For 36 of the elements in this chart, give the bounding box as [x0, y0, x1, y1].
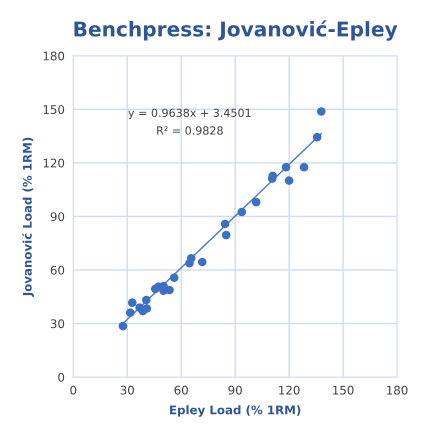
- y-tick-label: 180: [44, 52, 64, 60]
- point: [312, 132, 322, 142]
- y-tick-label: 30: [50, 319, 64, 328]
- point: [128, 298, 137, 307]
- point: [126, 308, 135, 317]
- point: [317, 107, 326, 116]
- point: [282, 162, 290, 172]
- point: [300, 162, 308, 172]
- point: [252, 198, 260, 206]
- x-tick-label: 30: [120, 386, 134, 395]
- point: [284, 176, 294, 185]
- y-tick-label: 120: [44, 158, 64, 168]
- x-tick-label: 60: [174, 386, 188, 395]
- x-tick-label: 120: [279, 386, 300, 395]
- y-axis-title: Jovanović Load (% 1RM): [22, 138, 34, 297]
- annotation: y = 0.9638x + 3.4501: [128, 108, 251, 120]
- x-tick-label: 150: [333, 386, 354, 395]
- x-tick-label: 0: [70, 386, 76, 395]
- point: [186, 254, 196, 263]
- point: [238, 208, 246, 216]
- point: [220, 220, 230, 228]
- y-tick-label: 0: [58, 372, 64, 382]
- chart-title: Benchpress: Jovanović-Epley: [74, 20, 398, 41]
- y-tick-label: 60: [50, 266, 64, 275]
- point: [222, 230, 230, 240]
- point: [142, 296, 151, 304]
- point: [142, 304, 152, 313]
- point: [118, 322, 128, 330]
- annotation: R² = 0.9828: [157, 126, 223, 135]
- x-axis-title: Epley Load (% 1RM): [170, 405, 300, 417]
- x-tick-label: 90: [228, 386, 242, 395]
- x-tick-label: 180: [387, 386, 408, 395]
- y-tick-label: 150: [44, 105, 64, 114]
- point: [170, 273, 178, 282]
- point: [198, 258, 207, 266]
- y-tick-label: 90: [50, 212, 64, 222]
